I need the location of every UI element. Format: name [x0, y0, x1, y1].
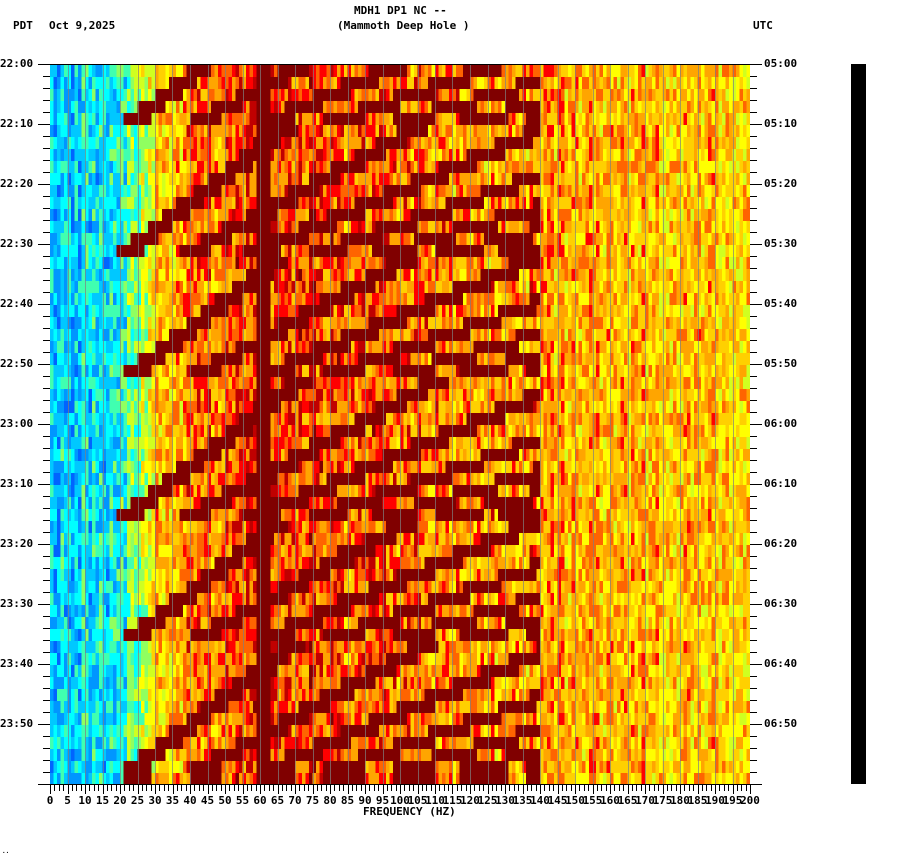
x-tick-label: 40: [183, 794, 197, 807]
y-tick-label-right: 05:00: [764, 57, 798, 70]
x-tick-label: 180: [670, 794, 690, 807]
x-tick-label: 120: [460, 794, 480, 807]
x-tick-label: 60: [253, 794, 267, 807]
x-tick-label: 100: [390, 794, 410, 807]
x-tick-label: 30: [148, 794, 162, 807]
y-tick-label-right: 06:50: [764, 717, 798, 730]
x-tick-label: 5: [64, 794, 71, 807]
y-tick-label-right: 06:30: [764, 597, 798, 610]
x-tick-label: 50: [218, 794, 232, 807]
x-tick-label: 135: [512, 794, 533, 807]
y-tick-label-left: 22:50: [0, 357, 34, 370]
left-timezone-label: PDT: [13, 19, 33, 32]
x-tick-label: 115: [442, 794, 463, 807]
y-tick-label-right: 06:20: [764, 537, 798, 550]
x-tick-label: 65: [270, 794, 285, 807]
x-axis-title: FREQUENCY (HZ): [363, 805, 456, 818]
y-tick-label-right: 06:10: [764, 477, 798, 490]
site-name: (Mammoth Deep Hole ): [337, 19, 470, 32]
x-tick-label: 90: [358, 794, 372, 807]
y-tick-label-left: 23:10: [0, 477, 34, 490]
x-tick-label: 20: [113, 794, 127, 807]
x-tick-label: 110: [425, 794, 445, 807]
y-tick-label-right: 05:30: [764, 237, 798, 250]
x-tick-label: 15: [95, 794, 110, 807]
y-tick-label-right: 05:50: [764, 357, 798, 370]
x-tick-label: 145: [547, 794, 568, 807]
y-tick-label-left: 22:10: [0, 117, 34, 130]
x-tick-label: 140: [530, 794, 550, 807]
x-tick-label: 70: [288, 794, 302, 807]
x-tick-label: 150: [565, 794, 585, 807]
x-tick-label: 165: [617, 794, 638, 807]
x-tick-label: 0: [46, 794, 54, 807]
x-tick-label: 55: [235, 794, 250, 807]
y-tick-label-left: 22:20: [0, 177, 34, 190]
y-tick-label-left: 22:00: [0, 57, 34, 70]
x-tick-label: 35: [165, 794, 180, 807]
y-tick-label-right: 05:40: [764, 297, 798, 310]
x-tick-label: 25: [130, 794, 145, 807]
x-tick-label: 170: [635, 794, 655, 807]
y-tick-label-left: 23:40: [0, 657, 34, 670]
spectrogram-plot: [50, 64, 750, 785]
x-tick-label: 95: [375, 794, 390, 807]
x-tick-label: 105: [407, 794, 428, 807]
footer-mark: ..: [2, 848, 10, 855]
right-timezone-label: UTC: [753, 19, 773, 32]
x-tick-label: 10: [78, 794, 92, 807]
x-tick-label: 155: [582, 794, 603, 807]
x-tick-label: 80: [323, 794, 337, 807]
x-tick-label: 85: [340, 794, 355, 807]
y-tick-label-right: 06:00: [764, 417, 798, 430]
x-tick-label: 125: [477, 794, 498, 807]
amplitude-trace-bar: [851, 64, 866, 784]
x-tick-label: 190: [705, 794, 725, 807]
y-tick-label-right: 05:10: [764, 117, 798, 130]
x-tick-label: 195: [722, 794, 743, 807]
x-tick-label: 200: [740, 794, 760, 807]
y-tick-label-left: 22:40: [0, 297, 34, 310]
x-tick-label: 45: [200, 794, 215, 807]
date-label: Oct 9,2025: [49, 19, 116, 32]
y-tick-label-left: 23:00: [0, 417, 34, 430]
x-tick-label: 185: [687, 794, 708, 807]
x-tick-label: 75: [305, 794, 320, 807]
y-tick-label-left: 23:50: [0, 717, 34, 730]
y-tick-label-left: 23:20: [0, 537, 34, 550]
y-tick-label-right: 05:20: [764, 177, 798, 190]
station-title: MDH1 DP1 NC --: [354, 4, 447, 17]
x-tick-label: 160: [600, 794, 620, 807]
x-tick-label: 130: [495, 794, 515, 807]
x-tick-label: 175: [652, 794, 673, 807]
y-tick-label-right: 06:40: [764, 657, 798, 670]
y-tick-label-left: 22:30: [0, 237, 34, 250]
spectrogram-image: [50, 65, 750, 785]
y-tick-label-left: 23:30: [0, 597, 34, 610]
